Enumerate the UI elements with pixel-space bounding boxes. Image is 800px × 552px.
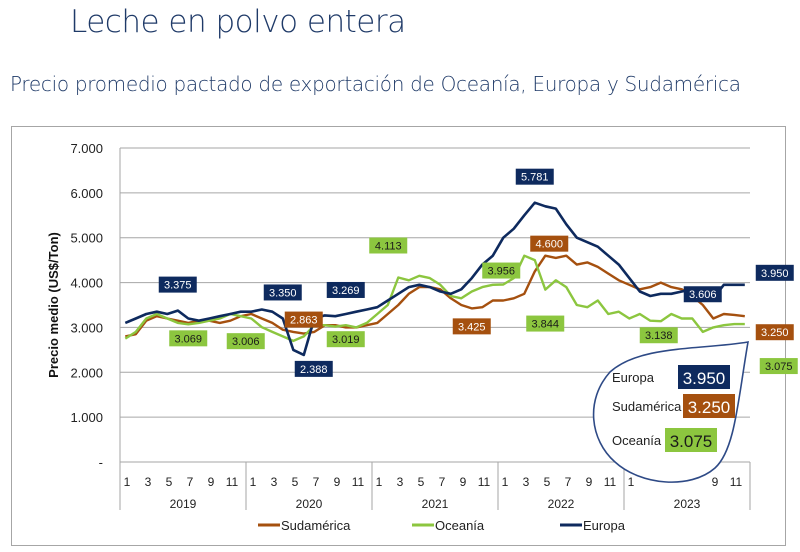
x-tick-year: 2023 [674,497,701,511]
x-tick-month: 9 [712,475,719,489]
x-tick-month: 11 [730,475,743,489]
callout-label: Oceanía [612,433,662,448]
legend-label: Sudamérica [281,518,351,533]
data-label-box [482,262,521,279]
data-label-box [526,315,565,332]
x-tick-month: 3 [523,475,530,489]
legend-label: Europa [583,518,626,533]
data-label-box [326,281,365,298]
data-label-box [515,168,554,185]
x-tick-month: 3 [145,475,152,489]
data-label: 3.006 [232,336,260,348]
x-tick-month: 1 [502,475,509,489]
y-axis-title: Precio medio (US$/Ton) [46,232,61,378]
x-tick-month: 5 [418,475,425,489]
x-tick-year: 2022 [548,497,575,511]
data-label-box [759,358,798,375]
x-tick-month: 7 [313,475,320,489]
data-label-box [284,311,323,328]
x-tick-month: 7 [187,475,194,489]
chart-subtitle: Precio promedio pactado de exportación d… [10,72,741,96]
x-tick-month: 7 [565,475,572,489]
data-label: 4.600 [535,239,563,251]
data-label: 4.113 [375,241,402,253]
x-tick-year: 2019 [170,497,197,511]
x-tick-month: 9 [460,475,467,489]
data-label: 3.375 [164,280,192,292]
data-label: 3.269 [332,285,360,297]
x-tick-month: 1 [124,475,131,489]
x-tick-month: 5 [166,475,173,489]
x-tick-year: 2020 [296,497,323,511]
data-label: 2.388 [300,364,328,376]
callout-value-box [683,394,735,418]
y-tick-label: 7.000 [70,141,103,156]
y-tick-label: 1.000 [70,410,103,425]
legend-label: Oceanía [435,518,485,533]
x-tick-month: 3 [271,475,278,489]
data-label-box [755,324,794,341]
data-label: 3.075 [765,361,793,373]
y-tick-label: 4.000 [70,276,103,291]
y-tick-label: - [99,455,103,470]
y-tick-label: 3.000 [70,320,103,335]
data-label-box [369,237,408,254]
data-label: 3.844 [531,319,559,331]
x-tick-year: 2021 [422,497,449,511]
x-tick-month: 11 [352,475,365,489]
page-title: Leche en polvo entera [70,4,406,40]
data-label: 3.138 [645,330,673,342]
x-tick-month: 1 [250,475,257,489]
x-tick-month: 5 [544,475,551,489]
x-tick-month: 9 [586,475,593,489]
data-label-box [294,360,333,377]
x-tick-month: 9 [334,475,341,489]
data-label: 3.425 [458,321,486,333]
data-label-box [169,330,208,347]
y-tick-label: 6.000 [70,186,103,201]
data-label: 3.069 [174,333,202,345]
data-label-box [530,235,569,252]
data-label: 2.863 [290,315,318,327]
y-tick-label: 5.000 [70,231,103,246]
data-label: 3.606 [689,289,717,301]
x-tick-month: 7 [439,475,446,489]
x-tick-month: 11 [226,475,239,489]
series-line-europa [124,201,745,357]
data-label-box [683,286,722,303]
data-label-box [263,284,302,301]
callout-value-box [678,365,730,389]
data-label-box [158,276,197,293]
data-label: 3.250 [761,327,789,339]
data-label-box [639,327,678,344]
data-label: 3.019 [332,334,360,346]
x-tick-month: 9 [208,475,215,489]
y-tick-label: 2.000 [70,365,103,380]
data-label-box [755,264,794,281]
x-tick-month: 11 [604,475,617,489]
data-label: 5.781 [521,172,549,184]
data-label: 3.350 [269,287,297,299]
callout-value: 3.250 [688,398,731,417]
x-tick-month: 3 [397,475,404,489]
data-label-box [326,331,365,348]
data-label-box [452,318,491,335]
callout-label: Europa [612,370,655,385]
x-tick-month: 11 [478,475,491,489]
callout-value: 3.950 [683,369,726,388]
x-tick-month: 1 [628,475,635,489]
callout-value: 3.075 [670,432,713,451]
callout-label: Sudamérica [612,399,682,414]
x-tick-month: 5 [292,475,299,489]
data-label: 3.956 [487,266,515,278]
callout-value-box [665,428,717,452]
data-label-box [226,333,265,350]
data-label: 3.950 [761,268,789,280]
x-tick-month: 1 [376,475,383,489]
